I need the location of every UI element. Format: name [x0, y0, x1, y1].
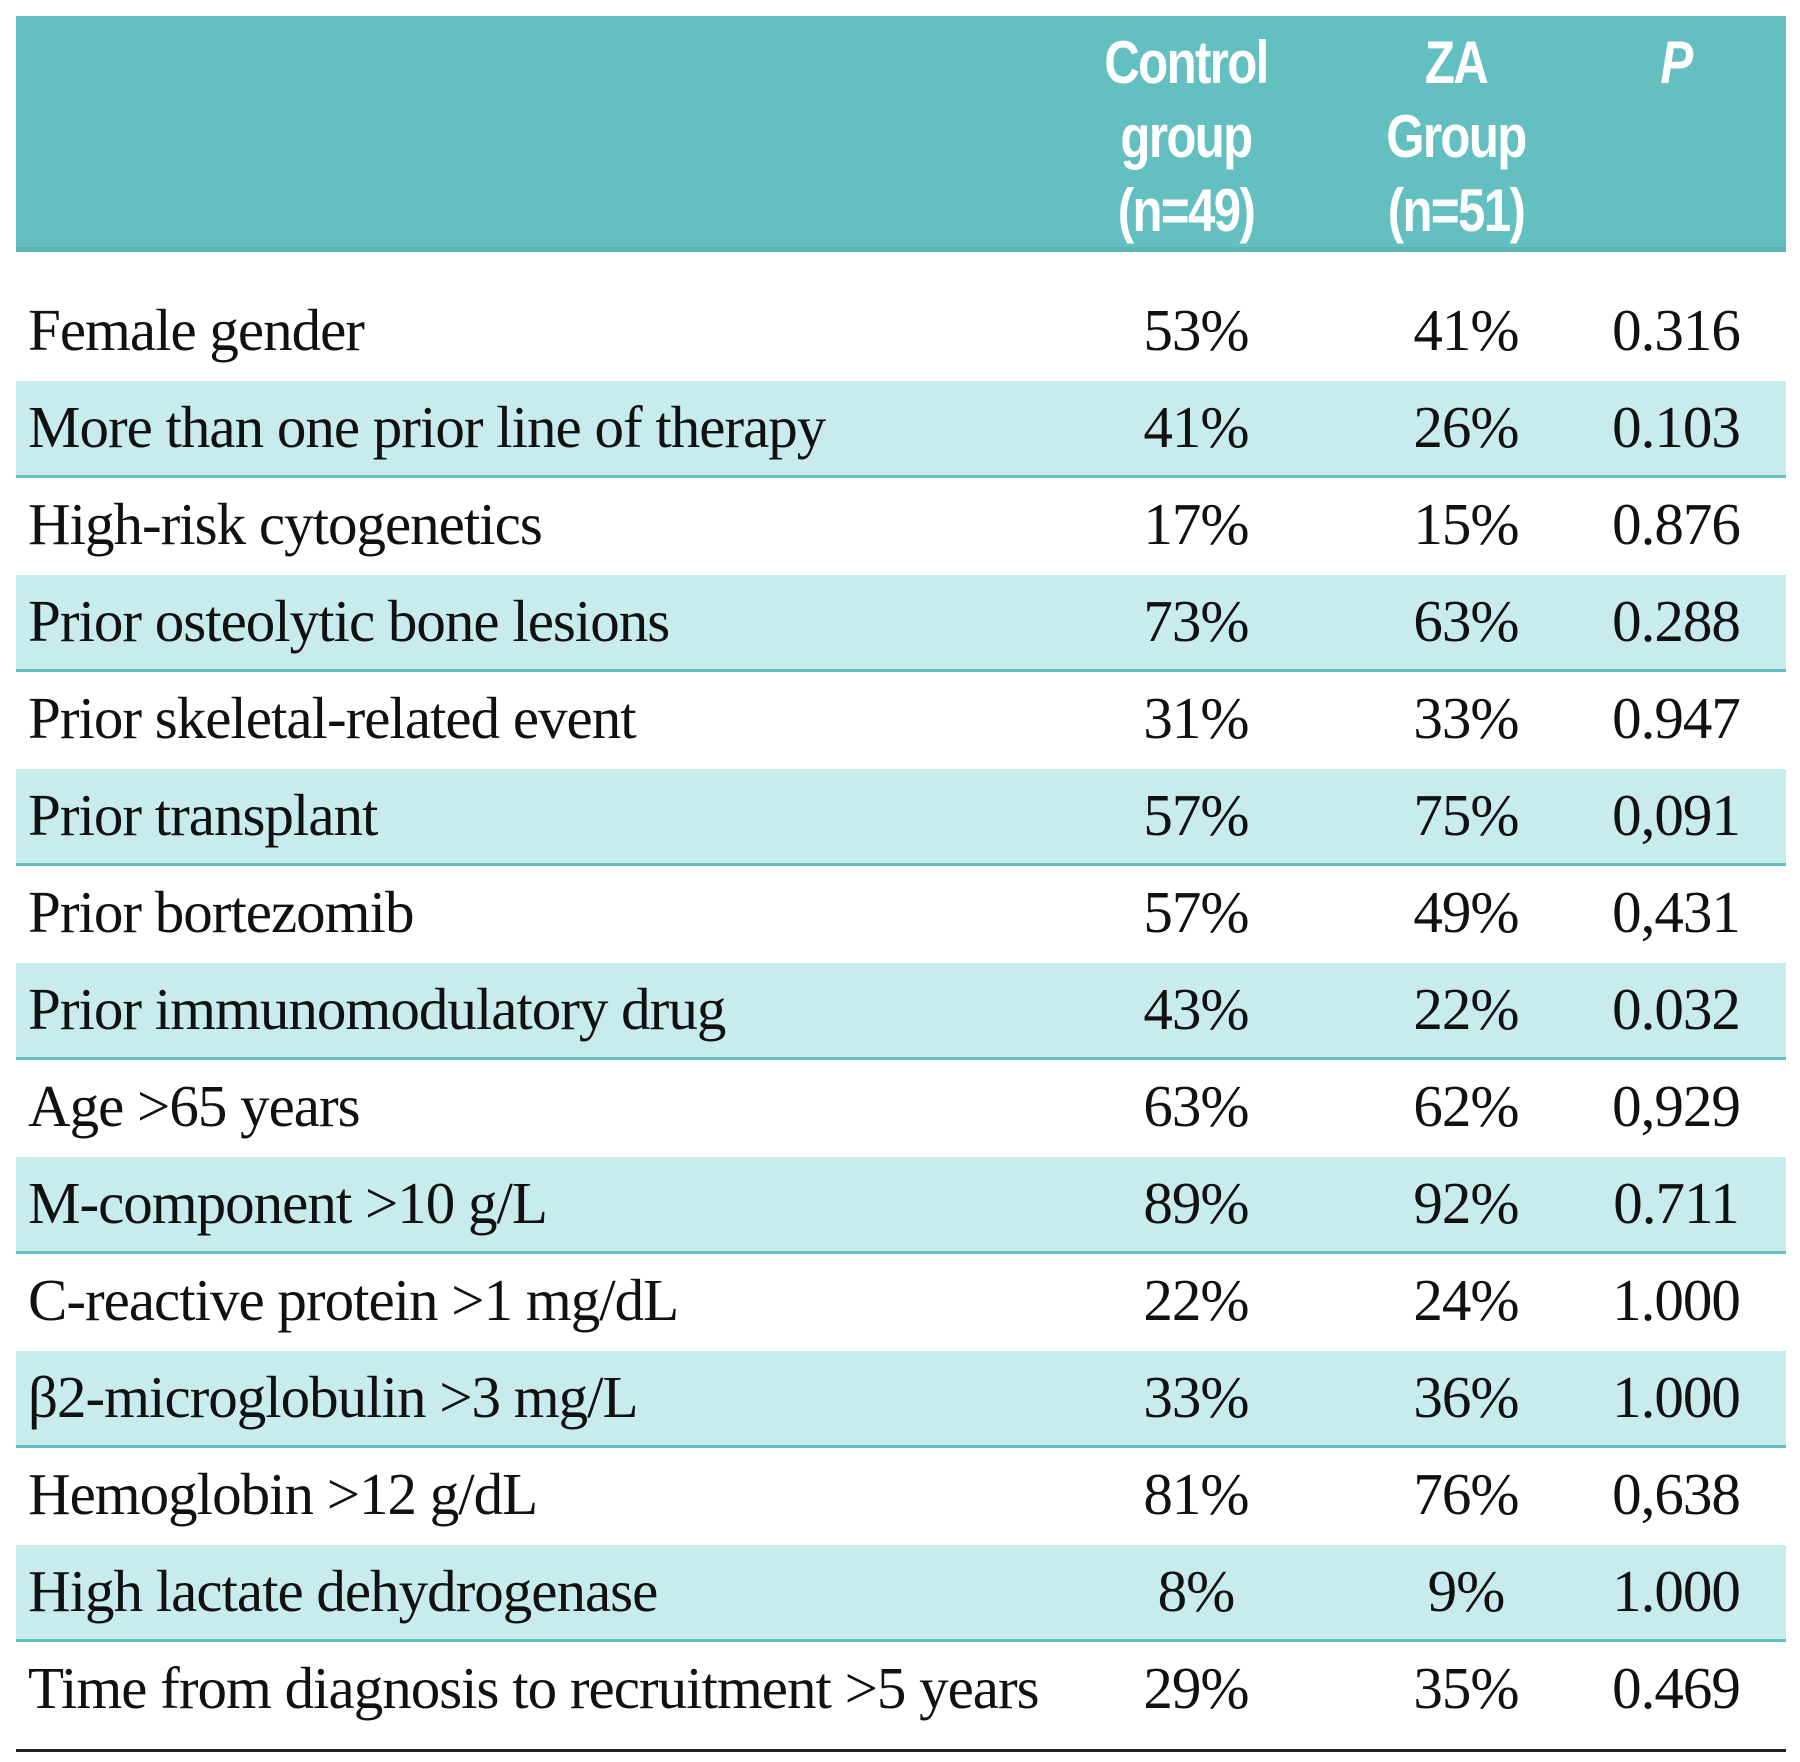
za-value: 36% — [1413, 1364, 1519, 1430]
za-value: 63% — [1413, 588, 1519, 654]
control-value: 33% — [1143, 1364, 1249, 1430]
control-value: 31% — [1143, 685, 1249, 751]
table-row: High-risk cytogenetics 17% 15% 0.876 — [16, 478, 1786, 575]
p-value: 0.469 — [1612, 1655, 1741, 1721]
row-label: Female gender — [28, 297, 365, 363]
control-value: 57% — [1143, 879, 1249, 945]
characteristics-table: Control group (n=49) ZA Group (n=51) P F… — [16, 16, 1786, 1752]
table-bottom-rule — [16, 1749, 1786, 1752]
control-value: 53% — [1143, 297, 1249, 363]
za-value: 15% — [1413, 491, 1519, 557]
row-label: Age >65 years — [28, 1073, 361, 1139]
za-value: 33% — [1413, 685, 1519, 751]
control-value: 41% — [1143, 394, 1249, 460]
table-row: M-component >10 g/L 89% 92% 0.711 — [16, 1157, 1786, 1254]
table-row: Hemoglobin >12 g/dL 81% 76% 0,638 — [16, 1448, 1786, 1545]
p-value: 0.876 — [1612, 491, 1741, 557]
control-value: 73% — [1143, 588, 1249, 654]
control-value: 81% — [1143, 1461, 1249, 1527]
control-value: 43% — [1143, 976, 1249, 1042]
table-row: Prior osteolytic bone lesions 73% 63% 0.288 — [16, 575, 1786, 672]
table-row: Prior transplant 57% 75% 0,091 — [16, 769, 1786, 866]
table-header: Control group (n=49) ZA Group (n=51) P — [16, 16, 1786, 252]
header-control-group: Control group (n=49) — [1104, 29, 1269, 244]
control-value: 63% — [1143, 1073, 1249, 1139]
row-label: Prior immunomodulatory drug — [28, 976, 726, 1042]
table-body: Female gender 53% 41% 0.316 More than one pr… — [16, 284, 1786, 1739]
row-label: Prior osteolytic bone lesions — [28, 588, 670, 654]
table-row: Time from diagnosis to recruitment >5 ye… — [16, 1642, 1786, 1739]
row-label: Prior transplant — [28, 782, 378, 848]
p-value: 1.000 — [1612, 1364, 1741, 1430]
control-value: 29% — [1143, 1655, 1249, 1721]
p-value: 0.032 — [1612, 976, 1741, 1042]
table-row: Prior immunomodulatory drug 43% 22% 0.032 — [16, 963, 1786, 1060]
control-value: 17% — [1143, 491, 1249, 557]
p-value: 0,091 — [1612, 782, 1741, 848]
row-label: β2-microglobulin >3 mg/L — [28, 1364, 639, 1430]
row-label: High lactate dehydrogenase — [28, 1558, 658, 1624]
p-value: 0.288 — [1612, 588, 1741, 654]
za-value: 49% — [1413, 879, 1519, 945]
p-value: 0.103 — [1612, 394, 1741, 460]
p-value: 0.947 — [1612, 685, 1741, 751]
row-label: Prior skeletal-related event — [28, 685, 637, 751]
za-value: 62% — [1413, 1073, 1519, 1139]
za-value: 26% — [1413, 394, 1519, 460]
control-value: 57% — [1143, 782, 1249, 848]
header-p-value: P — [1660, 29, 1693, 96]
p-value: 0,929 — [1612, 1073, 1741, 1139]
table-row: C-reactive protein >1 mg/dL 22% 24% 1.000 — [16, 1254, 1786, 1351]
za-value: 24% — [1413, 1267, 1519, 1333]
control-value: 22% — [1143, 1267, 1249, 1333]
za-value: 92% — [1413, 1170, 1519, 1236]
control-value: 8% — [1157, 1558, 1236, 1624]
row-label: M-component >10 g/L — [28, 1170, 548, 1236]
row-label: C-reactive protein >1 mg/dL — [28, 1267, 679, 1333]
row-label: Hemoglobin >12 g/dL — [28, 1461, 538, 1527]
table-row: Age >65 years 63% 62% 0,929 — [16, 1060, 1786, 1157]
p-value: 0.711 — [1613, 1170, 1740, 1236]
za-value: 41% — [1413, 297, 1519, 363]
p-value: 0,431 — [1612, 879, 1741, 945]
row-label: Time from diagnosis to recruitment >5 ye… — [28, 1655, 1040, 1721]
za-value: 22% — [1413, 976, 1519, 1042]
za-value: 9% — [1427, 1558, 1506, 1624]
table-row: Prior bortezomib 57% 49% 0,431 — [16, 866, 1786, 963]
za-value: 75% — [1413, 782, 1519, 848]
p-value: 0,638 — [1612, 1461, 1741, 1527]
row-label: High-risk cytogenetics — [28, 491, 543, 557]
za-value: 35% — [1413, 1655, 1519, 1721]
row-label: Prior bortezomib — [28, 879, 414, 945]
p-value: 1.000 — [1612, 1558, 1741, 1624]
row-label: More than one prior line of therapy — [28, 394, 826, 460]
table-row: More than one prior line of therapy 41% 26… — [16, 381, 1786, 478]
table-row: β2-microglobulin >3 mg/L 33% 36% 1.000 — [16, 1351, 1786, 1448]
control-value: 89% — [1143, 1170, 1249, 1236]
p-value: 1.000 — [1612, 1267, 1741, 1333]
table-row: Prior skeletal-related event 31% 33% 0.947 — [16, 672, 1786, 769]
za-value: 76% — [1413, 1461, 1519, 1527]
table-row: High lactate dehydrogenase 8% 9% 1.000 — [16, 1545, 1786, 1642]
table-row: Female gender 53% 41% 0.316 — [16, 284, 1786, 381]
header-za-group: ZA Group (n=51) — [1386, 29, 1527, 244]
p-value: 0.316 — [1612, 297, 1741, 363]
